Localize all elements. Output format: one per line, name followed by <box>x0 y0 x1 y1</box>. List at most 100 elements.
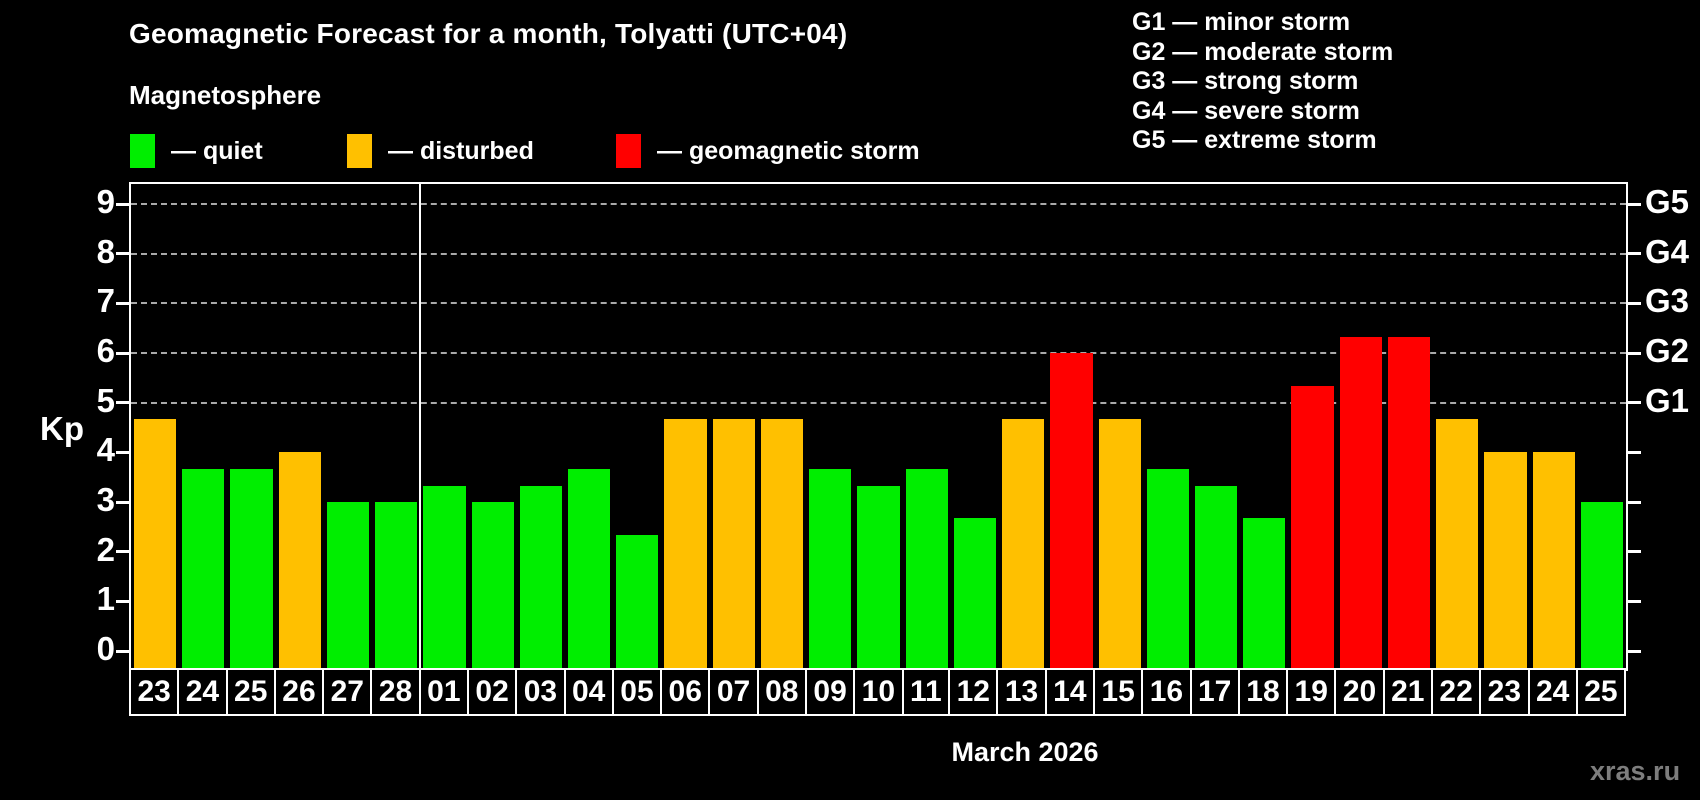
bar-day-15-idx20 <box>1098 419 1141 669</box>
day-label-11-idx16: 11 <box>901 668 951 716</box>
bar-day-11-idx16 <box>905 468 948 669</box>
y-axis-label-4: 4 <box>96 431 115 469</box>
bar-day-25-idx30 <box>1580 502 1623 669</box>
bar-day-18-idx23 <box>1243 518 1286 669</box>
day-label-01-idx6: 01 <box>418 668 469 716</box>
month-separator-line <box>419 184 422 669</box>
gridline-kp7 <box>131 302 1626 305</box>
plot-area <box>116 182 1641 671</box>
day-label-21-idx26: 21 <box>1382 668 1433 716</box>
g3-legend-line: G3 — strong storm <box>1132 67 1359 95</box>
bar-day-19-idx24 <box>1291 386 1334 669</box>
bar-day-07-idx12 <box>712 419 755 669</box>
bar-day-25-idx2 <box>230 468 273 669</box>
bar-day-14-idx19 <box>1050 353 1093 669</box>
right-tick-kp2 <box>1628 550 1641 554</box>
gridline-kp6 <box>131 352 1626 354</box>
right-tick-kp1 <box>1628 599 1641 603</box>
day-label-16-idx21: 16 <box>1141 668 1192 716</box>
left-tick-kp5 <box>116 401 129 405</box>
day-label-23-idx0: 23 <box>129 668 180 716</box>
left-tick-kp0 <box>116 649 129 653</box>
storm-color-swatch <box>616 134 641 168</box>
day-label-24-idx1: 24 <box>177 668 228 716</box>
day-label-19-idx24: 19 <box>1286 668 1337 716</box>
y-axis-label-9: 9 <box>96 183 115 220</box>
quiet-color-swatch <box>130 134 155 168</box>
day-label-15-idx20: 15 <box>1092 668 1144 716</box>
gridline-kp5 <box>131 401 1626 404</box>
bar-day-03-idx8 <box>519 485 563 669</box>
day-label-17-idx22: 17 <box>1189 668 1240 716</box>
y-axis-label-7: 7 <box>96 282 115 320</box>
gridline-kp9 <box>131 203 1626 205</box>
right-tick-kp3 <box>1628 500 1641 504</box>
day-label-25-idx30: 25 <box>1575 668 1627 716</box>
bar-day-08-idx13 <box>760 419 804 669</box>
y-axis-label-0: 0 <box>96 630 115 667</box>
bar-day-10-idx15 <box>857 485 900 669</box>
legend-item-storm: — geomagnetic storm <box>616 133 920 169</box>
bar-day-05-idx10 <box>616 535 659 669</box>
bar-day-04-idx9 <box>568 468 611 669</box>
g-scale-legend: G1 — minor storm G2 — moderate storm G3 … <box>1132 8 1393 156</box>
g-axis-label-g3: G3 <box>1645 282 1690 320</box>
day-label-08-idx13: 08 <box>756 668 807 716</box>
kp-axis-title: Kp <box>40 410 84 447</box>
g2-legend-line: G2 — moderate storm <box>1132 37 1394 66</box>
magnetosphere-label: Magnetosphere <box>129 80 322 110</box>
bar-day-24-idx29 <box>1532 452 1575 669</box>
y-axis-label-6: 6 <box>96 332 115 369</box>
bar-day-02-idx7 <box>471 502 514 669</box>
page-title: Geomagnetic Forecast for a month, Tolyat… <box>129 18 848 49</box>
left-tick-kp6 <box>116 351 129 355</box>
right-tick-kp4 <box>1628 450 1641 454</box>
disturbed-color-swatch <box>347 134 372 168</box>
day-label-18-idx23: 18 <box>1237 668 1289 716</box>
bar-day-17-idx22 <box>1194 485 1238 669</box>
bar-day-21-idx26 <box>1387 336 1431 669</box>
g1-legend-line: G1 — minor storm <box>1132 8 1351 36</box>
day-label-03-idx8: 03 <box>515 668 566 716</box>
day-label-28-idx5: 28 <box>370 668 421 716</box>
left-tick-kp2 <box>116 550 129 554</box>
g-axis-label-g5: G5 <box>1645 183 1690 220</box>
day-label-09-idx14: 09 <box>804 668 856 716</box>
left-tick-kp8 <box>116 252 129 256</box>
day-label-12-idx17: 12 <box>948 668 999 716</box>
day-label-10-idx15: 10 <box>853 668 904 716</box>
bar-day-22-idx27 <box>1436 419 1479 669</box>
day-label-22-idx27: 22 <box>1430 668 1482 716</box>
day-label-27-idx4: 27 <box>322 668 373 716</box>
left-tick-kp3 <box>116 500 129 504</box>
day-label-26-idx3: 26 <box>273 668 325 716</box>
left-tick-kp1 <box>116 599 129 603</box>
watermark-xras: xras.ru <box>1590 756 1681 786</box>
g4-legend-line: G4 — severe storm <box>1132 96 1360 125</box>
day-label-20-idx25: 20 <box>1334 668 1385 716</box>
legend-item-disturbed: — disturbed <box>347 133 534 169</box>
bar-day-20-idx25 <box>1339 336 1382 669</box>
bar-day-24-idx1 <box>182 468 225 669</box>
bar-day-28-idx5 <box>375 502 418 669</box>
day-label-06-idx11: 06 <box>660 668 711 716</box>
gridline-kp8 <box>131 252 1626 255</box>
bar-day-23-idx28 <box>1484 452 1527 669</box>
day-label-25-idx2: 25 <box>225 668 276 716</box>
right-tick-kp0 <box>1628 649 1641 653</box>
g-axis-label-g2: G2 <box>1645 332 1690 369</box>
day-label-23-idx28: 23 <box>1479 668 1530 716</box>
g5-legend-line: G5 — extreme storm <box>1132 126 1377 154</box>
right-tick-kp6 <box>1628 351 1641 355</box>
bar-day-09-idx14 <box>809 468 852 669</box>
right-tick-kp8 <box>1628 252 1641 256</box>
right-tick-kp5 <box>1628 401 1641 405</box>
g-axis-label-g1: G1 <box>1645 381 1690 419</box>
day-axis-row: 23 24 25 26 27 28 01 02 03 04 05 06 07 08 09 10 11 12 13 14… <box>129 668 1627 716</box>
day-label-05-idx10: 05 <box>611 668 663 716</box>
y-axis-label-3: 3 <box>96 481 115 518</box>
y-axis-label-5: 5 <box>96 381 115 419</box>
bar-day-27-idx4 <box>326 502 370 669</box>
bar-day-01-idx6 <box>423 485 466 669</box>
